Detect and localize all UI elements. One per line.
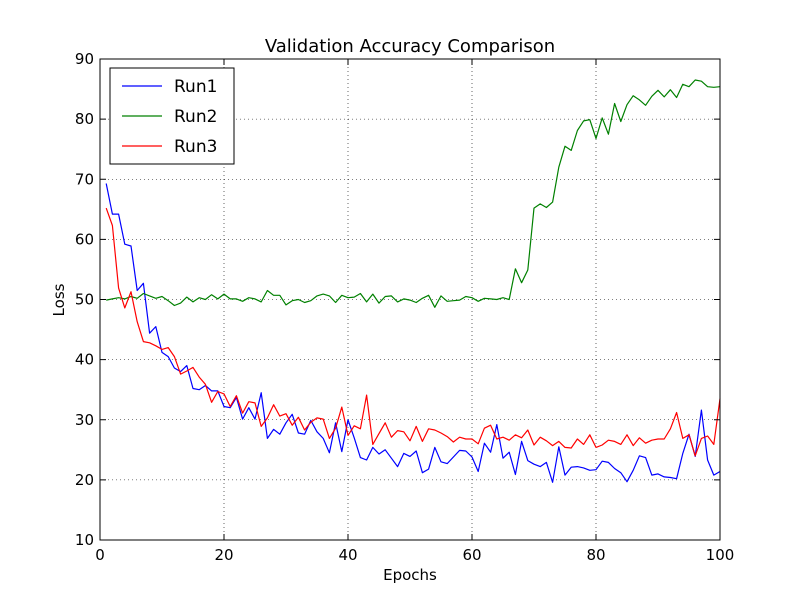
x-axis-label: Epochs bbox=[383, 566, 437, 584]
y-tick-label: 80 bbox=[75, 110, 94, 128]
legend-label-run2: Run2 bbox=[174, 107, 217, 127]
y-tick-label: 90 bbox=[75, 50, 94, 68]
y-tick-label: 50 bbox=[75, 291, 94, 309]
legend-box bbox=[109, 67, 235, 165]
y-tick-label: 10 bbox=[75, 531, 94, 549]
y-tick-label: 30 bbox=[75, 411, 94, 429]
chart-title: Validation Accuracy Comparison bbox=[265, 36, 555, 57]
y-tick-label: 20 bbox=[75, 471, 94, 489]
x-tick-label: 40 bbox=[338, 546, 357, 564]
y-tick-label: 70 bbox=[75, 170, 94, 188]
series-line-run1 bbox=[105, 183, 721, 483]
y-tick-label: 40 bbox=[75, 351, 94, 369]
axis-ticks: 0 20 40 60 80 100 10 20 30 40 50 60 70 80 90 bbox=[75, 50, 734, 564]
x-tick-label: 100 bbox=[706, 546, 735, 564]
legend-label-run3: Run3 bbox=[174, 137, 217, 157]
legend: Run1 Run2 Run3 bbox=[109, 67, 235, 165]
x-tick-label: 60 bbox=[462, 546, 481, 564]
legend-label-run1: Run1 bbox=[174, 77, 217, 97]
x-tick-label: 0 bbox=[95, 546, 105, 564]
x-tick-label: 80 bbox=[586, 546, 605, 564]
series-lines bbox=[105, 79, 721, 483]
y-tick-label: 60 bbox=[75, 230, 94, 248]
series-line-run3 bbox=[105, 207, 721, 457]
series-line-run2 bbox=[106, 79, 721, 308]
x-tick-label: 20 bbox=[214, 546, 233, 564]
y-axis-label: Loss bbox=[50, 283, 68, 316]
